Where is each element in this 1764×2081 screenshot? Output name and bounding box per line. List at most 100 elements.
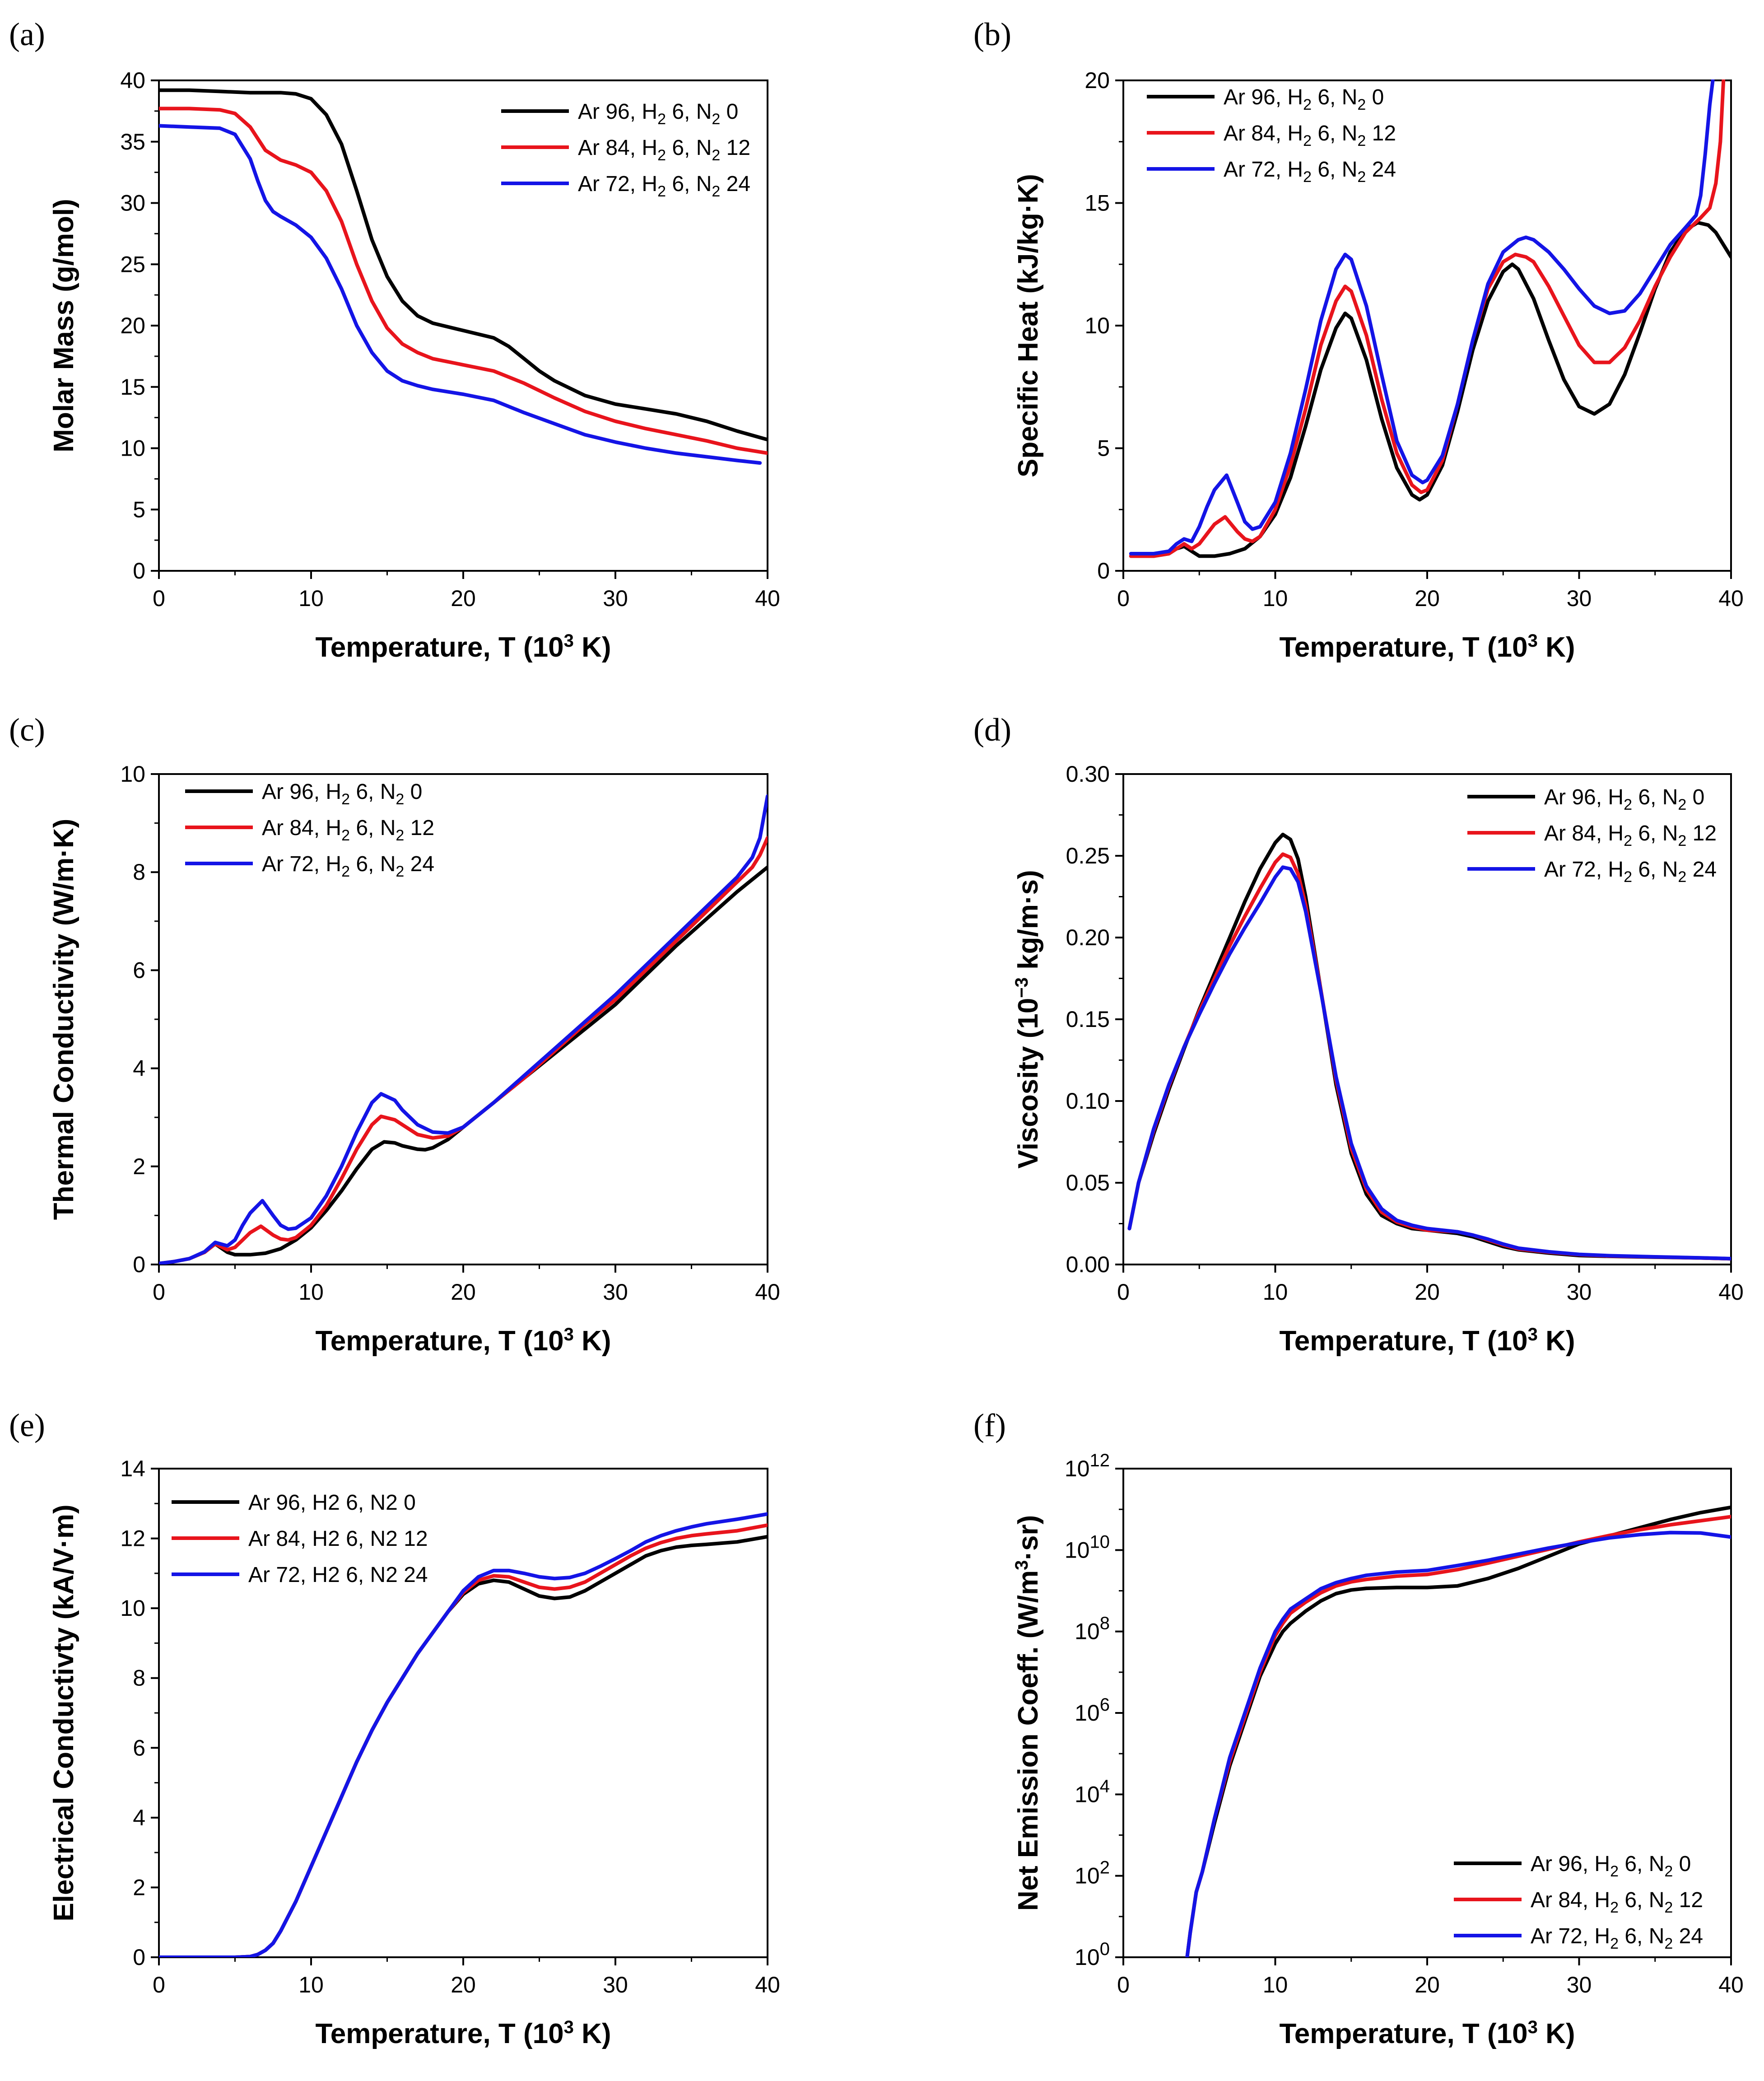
x-tick-label: 0 [153, 1972, 165, 1997]
series-line-2 [1129, 79, 1726, 558]
x-tick-label: 40 [1718, 1972, 1744, 1997]
y-tick-label: 5 [133, 497, 145, 522]
y-tick-label: 10 [1084, 313, 1110, 338]
legend-label-3: Ar 72, H2 6, N2 24 [248, 1563, 428, 1587]
y-tick-label: 4 [133, 1056, 145, 1081]
y-tick-label: 12 [120, 1526, 145, 1551]
legend: Ar 96, H2 6, N2 0 Ar 84, H2 6, N2 12 Ar 72… [1147, 85, 1396, 186]
x-tick-label: 40 [755, 586, 780, 611]
plot-frame [1122, 773, 1732, 1265]
legend-label-1: Ar 96, H2 6, N2 0 [262, 780, 422, 808]
y-tick-label: 4 [133, 1805, 145, 1830]
legend-label-1: Ar 96, H2 6, N2 0 [1531, 1852, 1691, 1880]
x-axis-title: Temperature, T (103 K) [1279, 631, 1575, 663]
series-line-3 [1185, 1530, 1731, 1957]
series-line-3 [159, 124, 762, 465]
panel-letter: (d) [973, 712, 1011, 748]
x-tick-label: 10 [1263, 1279, 1288, 1305]
y-tick-label: 20 [1084, 68, 1110, 93]
x-tick-label: 40 [755, 1279, 780, 1305]
y-tick-label: 10 [120, 436, 145, 461]
x-tick-label: 0 [153, 1279, 165, 1305]
y-tick-label: 2 [133, 1154, 145, 1179]
y-tick-label: 100 [1075, 1939, 1110, 1970]
x-tick-label: 40 [1718, 586, 1744, 611]
x-tick-label: 20 [451, 586, 476, 611]
y-tick-label: 0.25 [1066, 843, 1110, 868]
x-tick-label: 10 [1263, 586, 1288, 611]
x-tick-label: 0 [1117, 1279, 1130, 1305]
panel-letter: (a) [9, 16, 45, 52]
series-line-1 [159, 88, 768, 442]
series-line-2 [159, 836, 768, 1264]
legend-label-3: Ar 72, H2 6, N2 24 [262, 852, 434, 880]
legend: Ar 96, H2 6, N2 0 Ar 84, H2 6, N2 12 Ar 72… [172, 1491, 428, 1587]
chart-panel-c: (c) 0 10 20 30 40 0 2 4 6 8 10 Temperature, T (103 K… [9, 712, 780, 1357]
panel-letter: (b) [973, 16, 1011, 52]
x-tick-label: 20 [1415, 1972, 1440, 1997]
series-line-1 [1129, 220, 1731, 558]
chart-panel-a: (a) 0 10 20 30 40 0 5 10 15 20 25 30 35 40 Temperature,… [9, 16, 780, 663]
legend-label-1: Ar 96, H2 6, N2 0 [578, 100, 738, 128]
y-tick-label: 8 [133, 859, 145, 885]
legend: Ar 96, H2 6, N2 0 Ar 84, H2 6, N2 12 Ar 72… [185, 780, 434, 880]
y-tick-label: 2 [133, 1875, 145, 1900]
legend-label-2: Ar 84, H2 6, N2 12 [1224, 121, 1396, 149]
y-tick-label: 6 [133, 1735, 145, 1760]
x-tick-label: 30 [603, 586, 628, 611]
x-axis-title: Temperature, T (103 K) [1279, 2017, 1575, 2049]
series-line-3 [159, 1512, 768, 1957]
y-tick-label: 0 [133, 1252, 145, 1277]
legend-label-1: Ar 96, H2 6, N2 0 [1224, 85, 1384, 113]
x-tick-label: 10 [298, 1972, 324, 1997]
x-tick-label: 10 [298, 586, 324, 611]
y-tick-label: 0.10 [1066, 1088, 1110, 1114]
y-tick-label: 106 [1075, 1695, 1110, 1726]
y-tick-label: 0.15 [1066, 1007, 1110, 1032]
y-tick-label: 108 [1075, 1614, 1110, 1644]
x-tick-label: 0 [1117, 586, 1130, 611]
y-axis-title: Molar Mass (g/mol) [48, 199, 79, 453]
x-tick-label: 20 [451, 1279, 476, 1305]
legend-label-3: Ar 72, H2 6, N2 24 [1224, 158, 1396, 186]
x-tick-label: 0 [153, 586, 165, 611]
y-axis-title: Net Emission Coeff. (W/m3·sr) [1012, 1515, 1044, 1911]
chart-panel-e: (e) 0 10 20 30 40 0 2 4 6 8 10 12 14 Temperature, T (1… [9, 1407, 780, 2049]
legend-label-2: Ar 84, H2 6, N2 12 [262, 816, 434, 844]
y-axis-title: Electrical Conductivty (kA/V·m) [48, 1504, 79, 1921]
legend-label-2: Ar 84, H2 6, N2 12 [1544, 821, 1717, 849]
x-axis-title: Temperature, T (103 K) [315, 2017, 611, 2049]
x-tick-label: 30 [603, 1972, 628, 1997]
series-line-1 [159, 865, 768, 1264]
y-tick-label: 5 [1097, 436, 1110, 461]
y-tick-label: 0.05 [1066, 1170, 1110, 1195]
y-tick-label: 0.20 [1066, 925, 1110, 950]
series-line-3 [159, 794, 768, 1264]
y-axis-title: Thermal Conductivity (W/m·K) [48, 819, 79, 1220]
y-axis-title: Specific Heat (kJ/kg·K) [1013, 174, 1044, 477]
y-tick-label: 10 [120, 1596, 145, 1621]
series-line-2 [159, 107, 768, 455]
y-tick-label: 104 [1075, 1776, 1110, 1807]
legend-label-2: Ar 84, H2 6, N2 12 [248, 1527, 428, 1551]
panel-letter: (c) [9, 712, 45, 748]
legend: Ar 96, H2 6, N2 0 Ar 84, H2 6, N2 12 Ar 72… [1467, 785, 1717, 886]
y-tick-label: 14 [120, 1456, 145, 1481]
x-tick-label: 20 [1415, 1279, 1440, 1305]
y-tick-label: 0.00 [1066, 1252, 1110, 1277]
y-tick-label: 1012 [1065, 1451, 1110, 1481]
legend-label-2: Ar 84, H2 6, N2 12 [1531, 1888, 1703, 1916]
y-tick-label: 35 [120, 129, 145, 154]
y-tick-label: 25 [120, 252, 145, 277]
x-tick-label: 30 [1567, 586, 1592, 611]
chart-panel-d: (d) 0 10 20 30 40 0.00 0.05 0.10 0.15 0.20 0.25 0.30… [973, 712, 1744, 1357]
x-tick-label: 20 [451, 1972, 476, 1997]
legend-label-3: Ar 72, H2 6, N2 24 [578, 172, 750, 200]
y-tick-label: 0 [133, 558, 145, 583]
legend-label-2: Ar 84, H2 6, N2 12 [578, 136, 750, 164]
plot-frame [1122, 79, 1732, 572]
plot-frame [1122, 1468, 1732, 1958]
chart-panel-b: (b) 0 10 20 30 40 0 5 10 15 20 Temperature, T (103 … [973, 16, 1744, 663]
y-tick-label: 10 [120, 761, 145, 787]
